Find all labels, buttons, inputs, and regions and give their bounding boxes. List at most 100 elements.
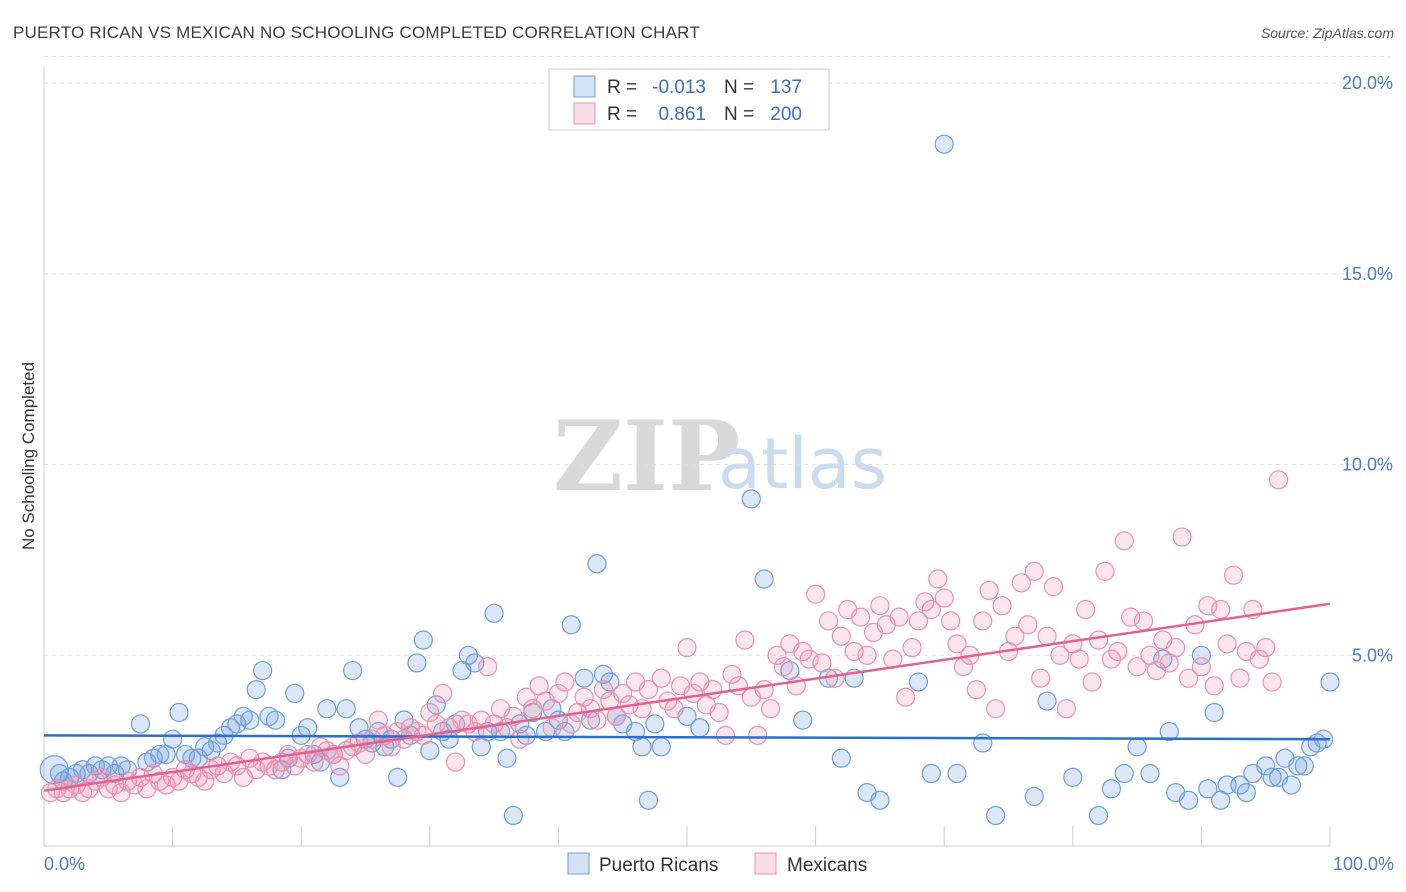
mexicans-point-103	[709, 702, 729, 723]
puerto-ricans-point-107	[986, 805, 1006, 826]
mexicans-point-118	[805, 584, 826, 604]
puerto-ricans-point-122	[1204, 702, 1224, 723]
mexicans-point-165	[1108, 641, 1128, 662]
chart-title: PUERTO RICAN VS MEXICAN NO SCHOOLING COM…	[13, 23, 700, 42]
mexicans-point-139	[941, 611, 961, 631]
mexicans-point-184	[1230, 668, 1250, 688]
mexicans-point-117	[799, 649, 819, 669]
puerto-ricans-point-111	[1088, 805, 1109, 826]
puerto-ricans-point-99	[831, 748, 851, 768]
legend-n-value-2: 200	[770, 104, 802, 125]
mexicans-point-145	[979, 580, 999, 601]
bottom-legend-puerto-ricans: Puerto Ricans	[599, 855, 718, 876]
mexicans-point-181	[1211, 599, 1231, 620]
legend-r-value-1: -0.013	[652, 77, 706, 98]
mexicans-point-112	[767, 645, 787, 665]
puerto-ricans-point-21	[182, 748, 202, 768]
y-tick-label-1: 10.0%	[1342, 455, 1393, 475]
puerto-ricans-point-65	[465, 653, 485, 673]
bottom-legend-mexicans: Mexicans	[787, 855, 867, 876]
mexicans-point-89	[613, 683, 633, 704]
mexicans-point-98	[677, 638, 697, 658]
puerto-ricans-point-132	[1281, 775, 1302, 795]
puerto-ricans-point-37	[285, 683, 305, 704]
mexicans-point-152	[1024, 561, 1044, 581]
puerto-ricans-point-45	[336, 699, 356, 719]
puerto-ricans-point-133	[1288, 756, 1308, 776]
mexicans-trend-line	[43, 602, 1331, 792]
puerto-ricans-point-126	[1236, 783, 1257, 803]
mexicans-point-120	[818, 611, 839, 631]
mexicans-point-146	[986, 699, 1006, 719]
puerto-ricans-point-138	[1320, 672, 1340, 692]
puerto-ricans-point-19	[169, 702, 189, 723]
mexicans-point-149	[1005, 626, 1025, 646]
puerto-ricans-point-13	[130, 714, 151, 734]
mexicans-point-84	[580, 699, 601, 719]
mexicans-point-137	[928, 569, 948, 589]
mexicans-point-156	[1050, 645, 1070, 665]
puerto-ricans-point-6	[79, 763, 99, 784]
puerto-ricans-point-106	[973, 733, 993, 753]
mexicans-point-189	[1262, 672, 1282, 692]
bottom-legend-swatch-pink	[754, 852, 777, 875]
mexicans-point-179	[1198, 596, 1218, 616]
mexicans-point-107	[735, 630, 755, 650]
mexicans-point-138	[934, 588, 954, 608]
mexicans-point-166	[1114, 531, 1134, 551]
mexicans-point-134	[908, 611, 929, 631]
puerto-ricans-point-31	[246, 680, 266, 700]
x-tick-max: 100.0%	[1333, 854, 1394, 874]
mexicans-point-175	[1172, 527, 1192, 547]
watermark: ZIP atlas	[553, 400, 887, 513]
mexicans-point-61	[433, 683, 453, 704]
puerto-ricans-point-93	[690, 718, 710, 738]
mexicans-point-187	[1249, 649, 1269, 669]
puerto-ricans-point-128	[1256, 756, 1276, 776]
puerto-ricans-point-70	[497, 748, 517, 768]
mexicans-point-113	[773, 657, 794, 677]
mexicans-point-180	[1204, 676, 1224, 696]
mexicans-points	[40, 470, 1289, 803]
puerto-ricans-point-139	[934, 134, 954, 154]
puerto-ricans-point-109	[1037, 691, 1057, 711]
mexicans-point-119	[812, 653, 832, 673]
puerto-ricans-point-117	[1159, 721, 1179, 742]
puerto-ricans-point-114	[1127, 737, 1147, 757]
mexicans-point-136	[921, 599, 941, 620]
puerto-ricans-point-134	[1294, 756, 1314, 776]
puerto-ricans-point-120	[1191, 645, 1212, 665]
mexicans-point-132	[896, 687, 916, 707]
mexicans-point-126	[857, 645, 877, 665]
mexicans-point-63	[445, 752, 466, 772]
y-tick-labels: 5.0% 10.0% 15.0% 20.0%	[1342, 73, 1393, 665]
mexicans-point-174	[1166, 638, 1186, 658]
mexicans-point-159	[1069, 649, 1089, 669]
mexicans-point-80	[555, 672, 575, 692]
legend-n-label-1: N =	[724, 77, 754, 98]
mexicans-point-176	[1178, 668, 1199, 688]
puerto-ricans-point-30	[240, 710, 260, 730]
mexicans-point-121	[825, 668, 845, 688]
mexicans-point-163	[1095, 561, 1115, 581]
puerto-ricans-point-28	[227, 714, 247, 734]
mexicans-point-86	[593, 680, 614, 700]
mexicans-point-183	[1223, 565, 1244, 585]
puerto-ricans-point-59	[426, 695, 446, 715]
mexicans-point-116	[793, 641, 813, 662]
puerto-ricans-point-121	[1198, 779, 1218, 799]
mexicans-point-73	[510, 729, 530, 749]
mexicans-point-109	[748, 725, 768, 745]
mexicans-point-168	[1127, 657, 1147, 677]
puerto-ricans-point-34	[265, 710, 286, 730]
mexicans-point-74	[516, 687, 536, 707]
puerto-ricans-point-125	[1230, 775, 1250, 795]
mexicans-point-85	[587, 710, 607, 730]
mexicans-point-35	[265, 760, 286, 780]
puerto-ricans-point-56	[407, 653, 427, 673]
puerto-ricans-point-110	[1063, 767, 1083, 787]
legend-r-label-2: R =	[607, 104, 637, 125]
puerto-ricans-point-88	[632, 737, 652, 757]
mexicans-point-143	[966, 680, 986, 700]
